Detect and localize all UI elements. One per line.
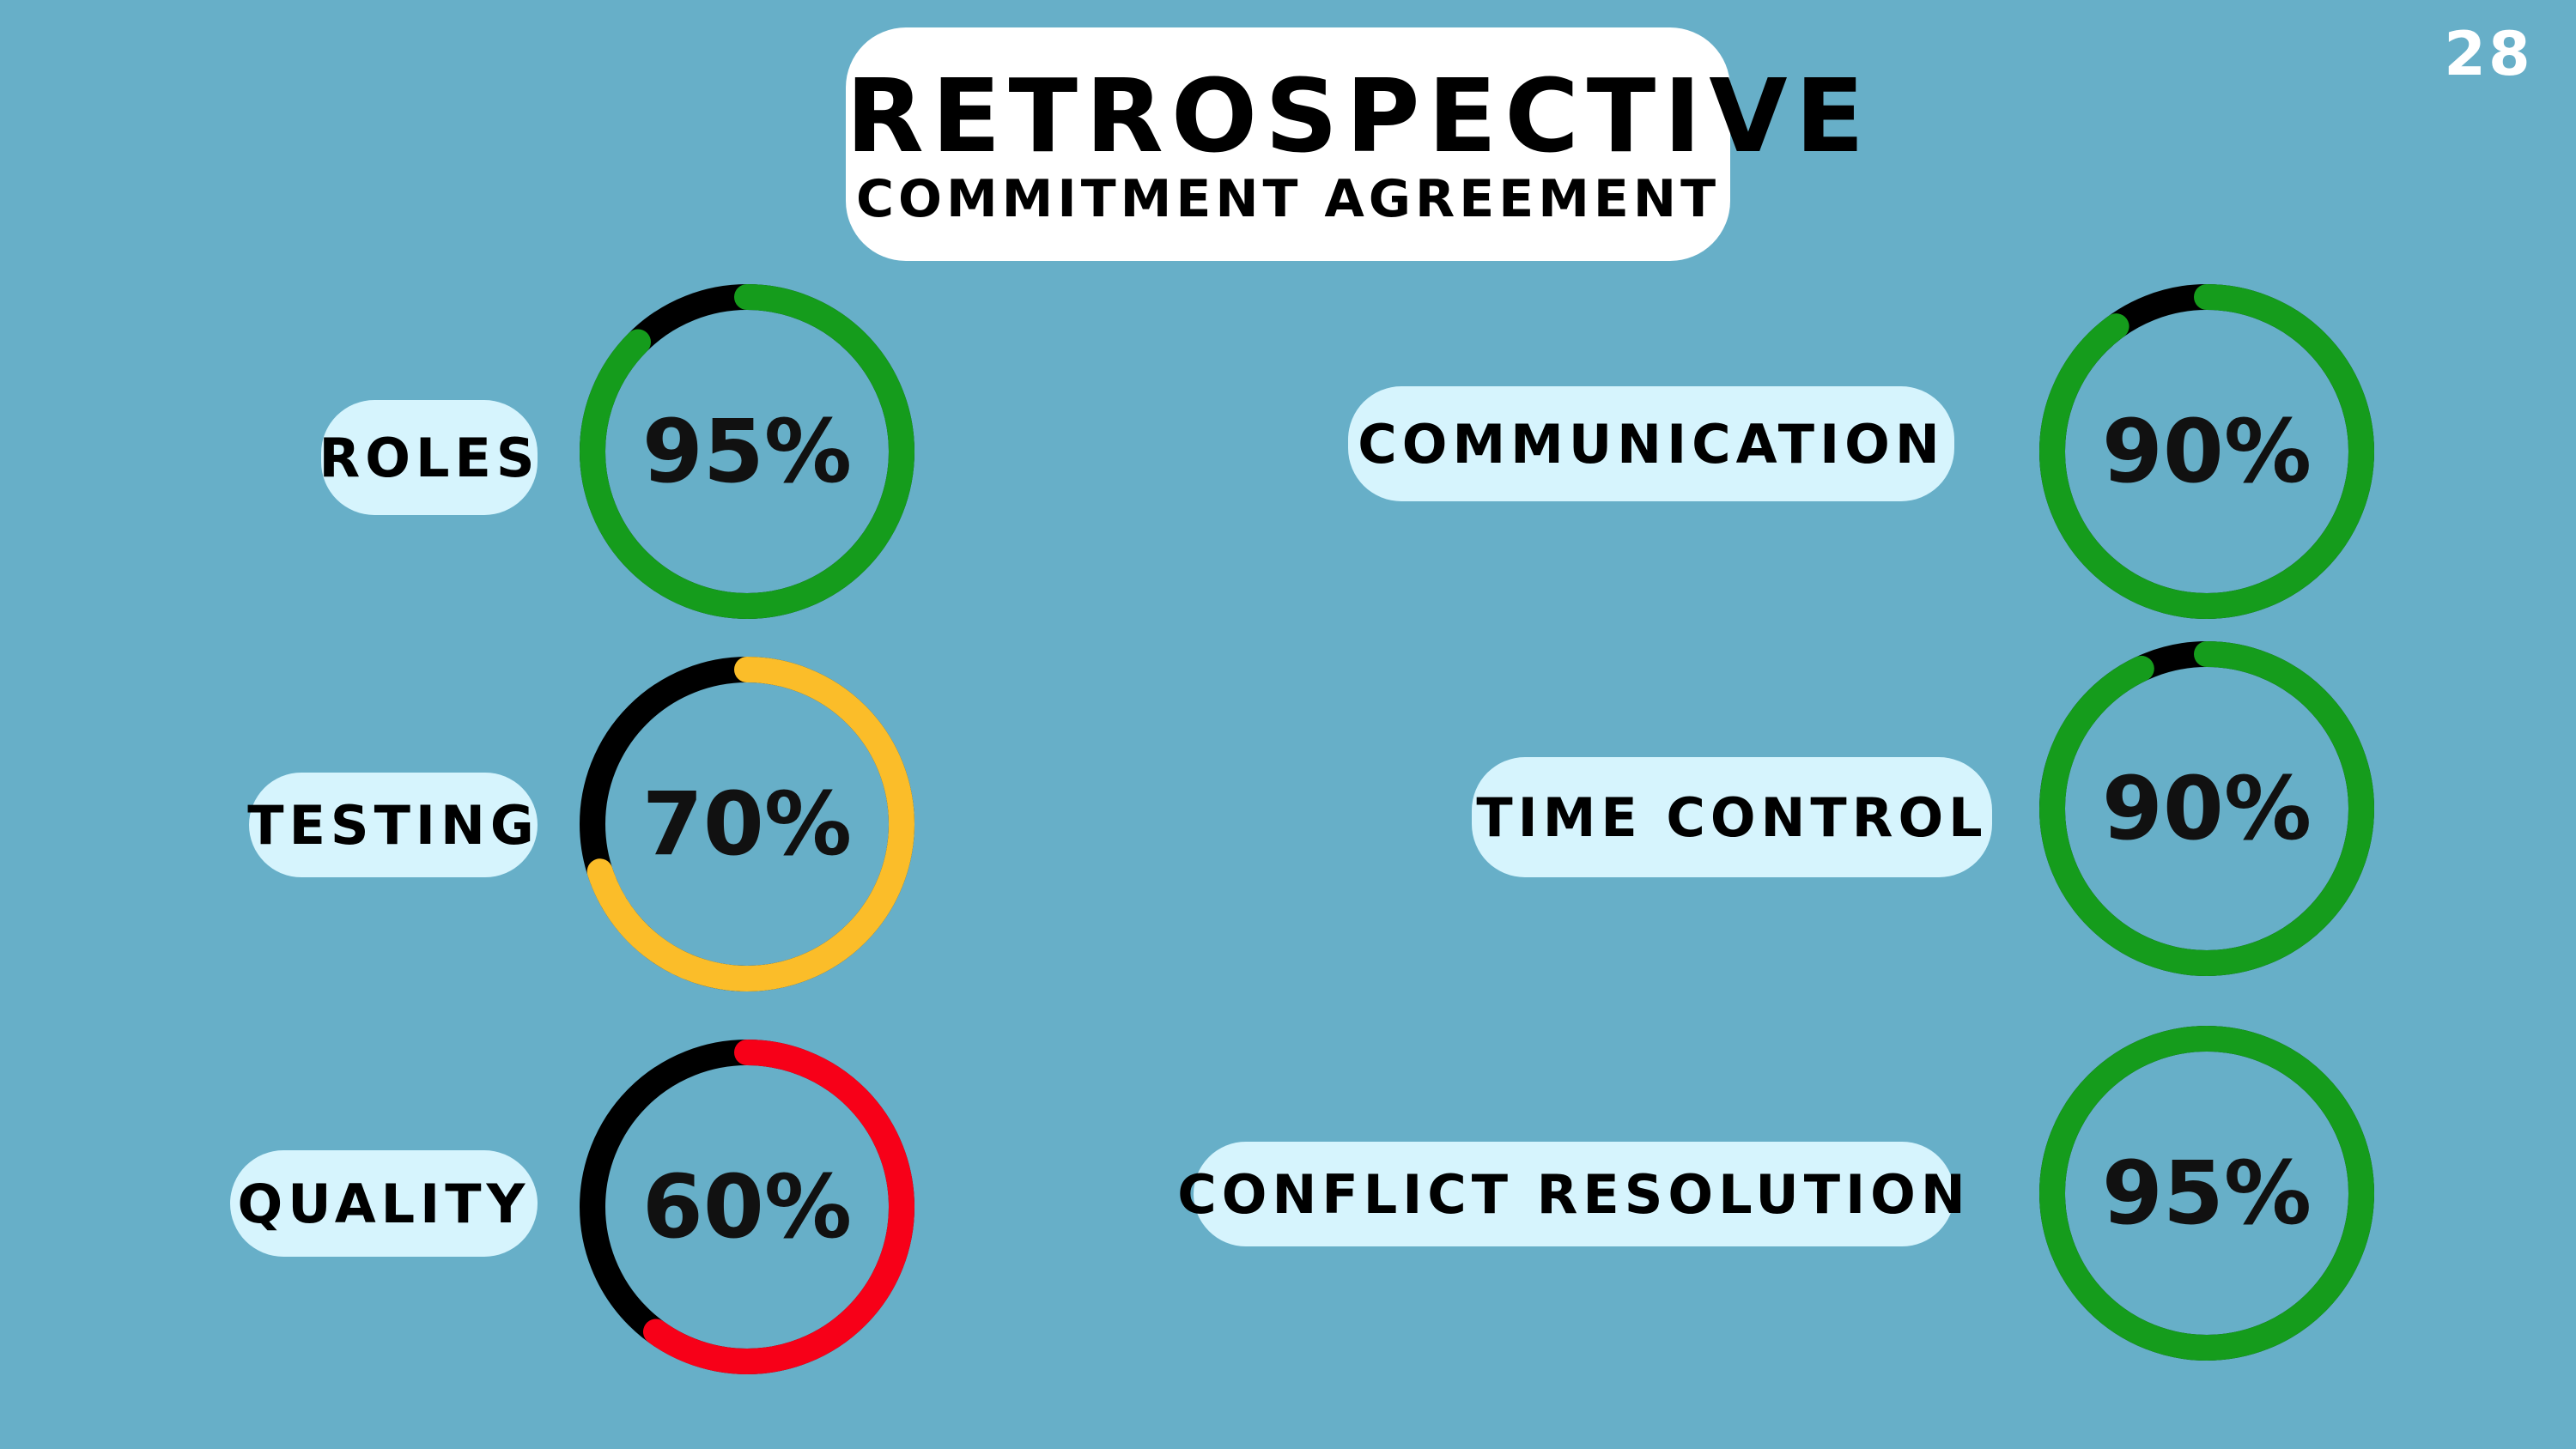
progress-ring-quality: 60% — [575, 1035, 919, 1379]
metric-label-conflict-resolution: CONFLICT RESOLUTION — [1177, 1142, 1965, 1246]
ring-progress-arc — [2039, 641, 2374, 976]
metric-label-roles: ROLES — [319, 400, 538, 515]
page-title: RETROSPECTIVE — [846, 57, 1873, 175]
metric-value-time-control: 90% — [2101, 757, 2312, 860]
metric-label-testing: TESTING — [247, 773, 538, 877]
metric-value-testing: 70% — [641, 773, 853, 876]
progress-ring-time-control: 90% — [2035, 637, 2379, 980]
ring-progress-arc — [580, 1040, 914, 1374]
ring-progress-arc — [580, 657, 914, 991]
metric-value-conflict-resolution: 95% — [2101, 1142, 2312, 1245]
metric-value-quality: 60% — [641, 1155, 853, 1258]
metric-label-quality: QUALITY — [230, 1150, 538, 1257]
title-card: RETROSPECTIVE COMMITMENT AGREEMENT — [846, 27, 1873, 261]
ring-progress-arc — [580, 284, 914, 619]
ring-progress-arc — [2039, 284, 2374, 619]
progress-ring-roles: 95% — [575, 280, 919, 623]
metric-label-time-control: TIME CONTROL — [1472, 757, 1992, 877]
page-subtitle: COMMITMENT AGREEMENT — [855, 169, 1721, 229]
progress-ring-communication: 90% — [2035, 280, 2379, 623]
ring-progress-arc — [2039, 1026, 2374, 1361]
progress-ring-conflict-resolution: 95% — [2035, 1022, 2379, 1365]
metric-label-communication: COMMUNICATION — [1348, 386, 1954, 501]
metric-value-roles: 95% — [641, 400, 853, 503]
metric-value-communication: 90% — [2101, 400, 2312, 503]
progress-ring-testing: 70% — [575, 652, 919, 996]
page-number: 28 — [2444, 19, 2533, 89]
